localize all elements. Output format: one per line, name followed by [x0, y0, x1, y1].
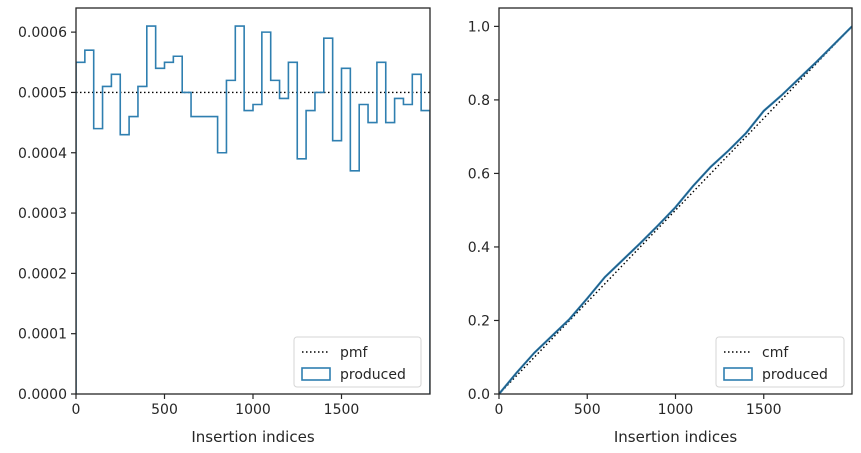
y-tick-label: 0.0004: [18, 146, 67, 162]
y-tick-label: 0.2: [468, 313, 490, 329]
plot-area: [499, 25, 852, 394]
x-tick-label: 1500: [746, 402, 782, 418]
legend-box: [715, 336, 845, 388]
legend-reference-label: pmf: [340, 345, 369, 361]
legend: cmf produced: [715, 336, 845, 388]
legend: pmf produced: [293, 336, 422, 388]
legend-box: [293, 336, 422, 388]
produced-cumulative-line-core: [499, 26, 852, 394]
x-axis-label: Insertion indices: [191, 428, 314, 446]
x-tick-label: 0: [72, 402, 81, 418]
x-tick-label: 1000: [658, 402, 694, 418]
plot-area: [76, 25, 430, 394]
left-panel-pmf: 0 500 1000 1500 0.0000 0.0001 0.0002 0.0003 0.00…: [18, 7, 431, 446]
legend-produced-label: produced: [762, 367, 828, 383]
axes-frame: [75, 7, 431, 395]
y-tick-label: 0.4: [468, 240, 490, 256]
x-tick-label: 500: [151, 402, 178, 418]
legend-produced-swatch: [723, 367, 753, 381]
x-tick-label: 0: [495, 402, 504, 418]
x-axis-label: Insertion indices: [614, 428, 737, 446]
y-tick-label: 0.8: [468, 93, 490, 109]
y-tick-label: 1.0: [468, 19, 490, 35]
produced-histogram-step: [76, 25, 430, 394]
y-tick-label: 0.0002: [18, 266, 67, 282]
cmf-reference-line: [499, 25, 852, 394]
legend-reference-label: cmf: [762, 345, 789, 361]
axes-frame: [498, 7, 853, 395]
x-tick-label: 500: [574, 402, 601, 418]
x-tick-label: 1500: [324, 402, 360, 418]
right-panel-cmf: 0 500 1000 1500 0.0 0.2 0.4 0.6 0.8 1.0 Insertion …: [468, 7, 853, 446]
y-tick-label: 0.0001: [18, 327, 67, 343]
x-tick-label: 1000: [235, 402, 271, 418]
y-tick-label: 0.0005: [18, 85, 67, 101]
y-tick-label: 0.6: [468, 166, 490, 182]
y-tick-label: 0.0003: [18, 206, 67, 222]
legend-produced-label: produced: [340, 367, 406, 383]
legend-produced-swatch: [301, 367, 331, 381]
y-tick-label: 0.0000: [18, 387, 67, 403]
y-tick-label: 0.0: [468, 387, 490, 403]
y-tick-label: 0.0006: [18, 25, 67, 41]
